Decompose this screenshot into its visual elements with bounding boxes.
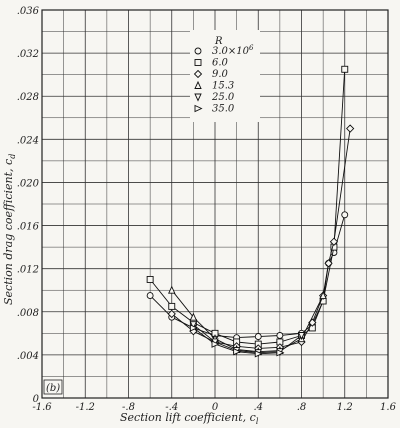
- data-point-triangle-up: [189, 312, 198, 321]
- y-axis-label: Section drag coefficient, cd: [2, 154, 17, 305]
- legend-marker-triangle-down: [194, 93, 202, 102]
- data-point-square: [146, 275, 154, 283]
- x-tick-label: 1.2: [337, 402, 353, 413]
- data-point-triangle-right: [254, 350, 263, 358]
- series-line-triangle-down: [193, 324, 302, 354]
- y-tick-label: .024: [17, 135, 39, 146]
- x-tick-label: 1.6: [380, 402, 397, 413]
- y-tick-label: .012: [17, 265, 39, 276]
- legend-marker-triangle-right: [194, 104, 203, 113]
- data-point-triangle-up: [168, 285, 176, 294]
- series-line-square: [149, 69, 346, 345]
- data-point-circle: [276, 332, 284, 339]
- x-tick-label: -1.2: [76, 402, 95, 413]
- data-point-square: [341, 65, 349, 73]
- x-tick-label: -.4: [165, 402, 178, 413]
- y-tick-label: .032: [17, 49, 39, 60]
- legend-marker-circle: [194, 47, 202, 55]
- data-point-diamond: [167, 309, 176, 319]
- data-point-circle: [341, 211, 349, 219]
- x-axis-label: Section lift coefficient, cl: [120, 411, 259, 426]
- x-tick-label: -.8: [122, 402, 135, 413]
- axis-ticks: -1.6 -1.2 -.8 -.4 0 .4 .8 1.2 1.6 0 .004 .008 .012 .0…: [17, 6, 397, 413]
- legend-background: [190, 30, 260, 122]
- panel-label: (b): [46, 383, 60, 394]
- legend-entry-label: 25.0: [211, 92, 235, 103]
- y-tick-label: .020: [17, 178, 40, 189]
- data-point-diamond: [346, 124, 355, 133]
- data-point-triangle-right: [233, 347, 242, 356]
- x-tick-label: .8: [297, 402, 307, 413]
- data-series: [146, 65, 355, 358]
- legend-title: R: [214, 36, 223, 47]
- legend-marker-square: [194, 59, 202, 66]
- data-point-circle: [146, 292, 154, 300]
- data-point-triangle-right: [189, 324, 198, 332]
- y-tick-label: .036: [17, 6, 40, 17]
- data-point-triangle-right: [276, 349, 285, 357]
- y-tick-label: .028: [17, 92, 39, 103]
- y-tick-label: .004: [17, 351, 39, 362]
- series-line-diamond: [171, 128, 351, 349]
- plot-frame: [41, 9, 389, 399]
- data-point-circle: [254, 333, 262, 341]
- legend-entry-label: 9.0: [212, 69, 229, 80]
- data-point-diamond: [324, 259, 333, 268]
- data-point-triangle-right: [211, 340, 220, 348]
- data-point-triangle-down: [297, 332, 306, 341]
- y-tick-label: 0: [33, 394, 40, 405]
- series-line-triangle-up: [171, 289, 324, 353]
- legend-marker-diamond: [193, 69, 203, 79]
- x-tick-label: 0: [212, 402, 219, 413]
- legend-entry-label: 6.0: [212, 58, 229, 69]
- data-point-square: [168, 302, 176, 310]
- y-tick-label: .008: [17, 308, 39, 319]
- legend-entry-label: 35.0: [212, 104, 235, 115]
- legend-entry-label: 15.3: [212, 81, 234, 92]
- x-tick-label: .4: [253, 402, 263, 413]
- data-point-diamond: [329, 237, 339, 246]
- x-tick-label: -1.6: [32, 402, 52, 413]
- data-point-triangle-up: [319, 291, 327, 300]
- legend-marker-triangle-up: [194, 80, 202, 89]
- data-point-triangle-down: [189, 321, 198, 330]
- panel-label-box: [43, 379, 63, 395]
- legend-entry-label: 3.0×106: [212, 44, 254, 57]
- y-tick-label: .016: [17, 222, 40, 233]
